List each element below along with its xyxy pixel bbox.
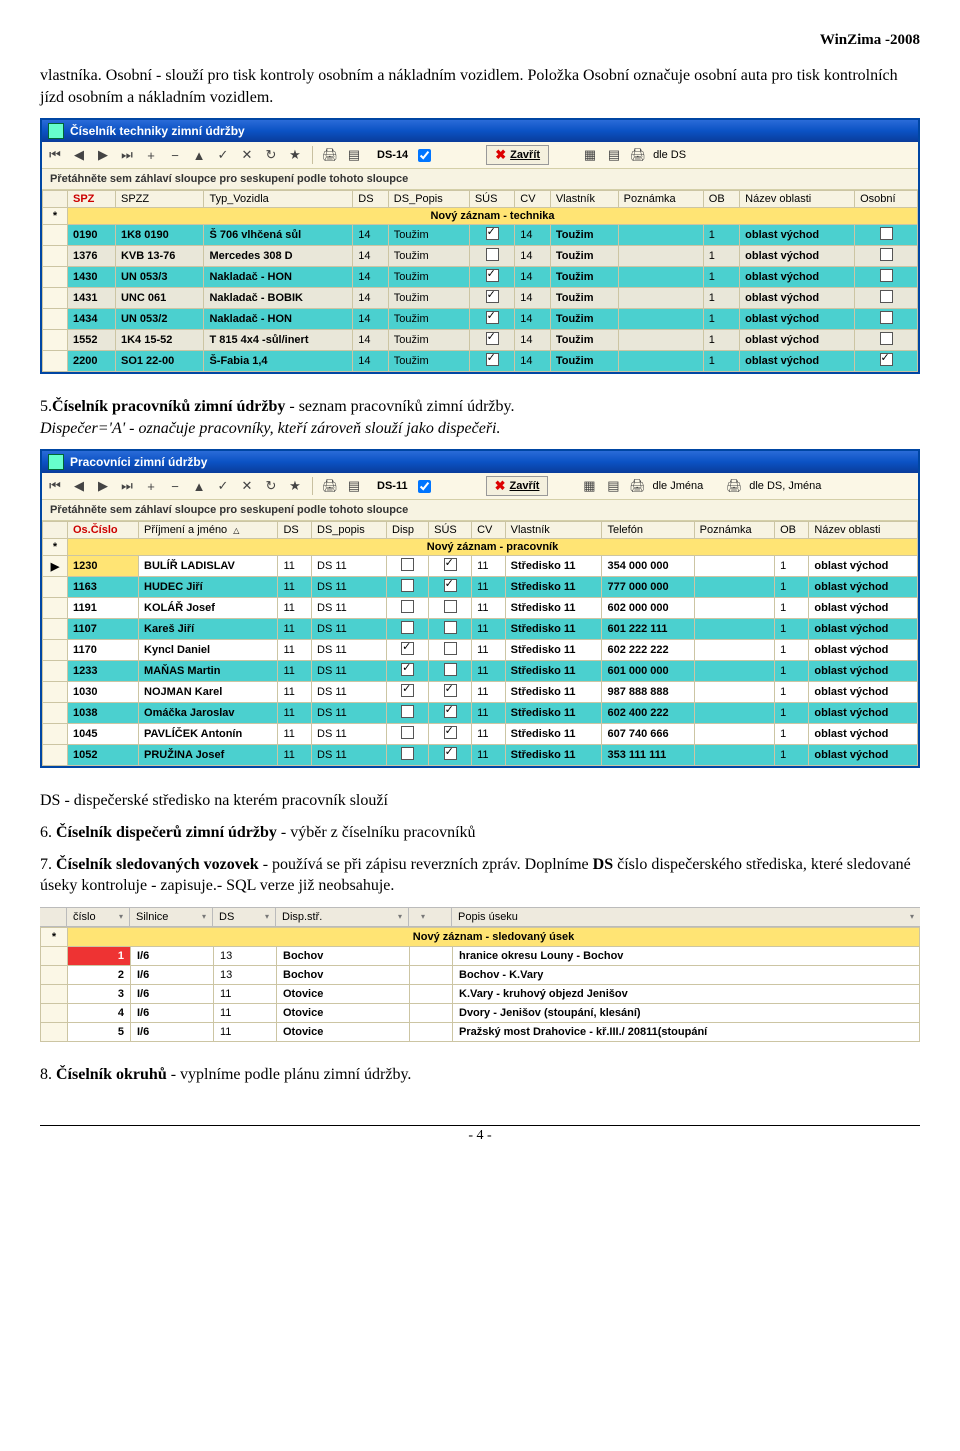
table-row[interactable]: 1434UN 053/2Nakladač - HON14Toužim14Touž… (43, 309, 918, 330)
bookmark-icon[interactable]: ★ (286, 146, 304, 164)
print-icon[interactable]: 🖨 (321, 146, 339, 164)
window-title: Pracovníci zimní údržby (70, 455, 207, 469)
window-pracovnici: Pracovníci zimní údržby ⏮ ◀ ▶ ⏭ + − ▲ ✓ … (40, 449, 920, 768)
ds-checkbox[interactable] (418, 149, 431, 162)
nav-next-icon[interactable]: ▶ (94, 477, 112, 495)
add-icon[interactable]: + (142, 146, 160, 164)
export2-icon[interactable]: ▤ (604, 477, 622, 495)
print3-icon[interactable]: 🖨 (725, 477, 743, 495)
table-row[interactable]: 1045PAVLÍČEK Antonín11DS 1111Středisko 1… (43, 724, 918, 745)
table-row[interactable]: 3I/611OtoviceK.Vary - kruhový objezd Jen… (41, 984, 920, 1003)
cancel-icon[interactable]: ✕ (238, 146, 256, 164)
grid-technika: SPZSPZZTyp_VozidlaDSDS_PopisSÚSCVVlastní… (42, 190, 918, 372)
refresh-icon[interactable]: ↻ (262, 477, 280, 495)
window-technika: Číselník techniky zimní údržby ⏮ ◀ ▶ ⏭ +… (40, 118, 920, 374)
commit-icon[interactable]: ✓ (214, 146, 232, 164)
window-title: Číselník techniky zimní údržby (70, 124, 245, 138)
doc-icon[interactable]: ▤ (345, 146, 363, 164)
table-row[interactable]: 1431UNC 061Nakladač - BOBIK14Toužim14Tou… (43, 288, 918, 309)
ds-label: DS-11 (377, 480, 408, 492)
commit-icon[interactable]: ✓ (214, 477, 232, 495)
paragraph-2: 5.Číselník pracovníků zimní údržby - sez… (40, 396, 920, 439)
doc-icon[interactable]: ▤ (345, 477, 363, 495)
dle2-label: dle DS, Jména (749, 480, 821, 492)
table-row[interactable]: 1107Kareš Jiří11DS 1111Středisko 11601 2… (43, 619, 918, 640)
paragraph-4: 6. Číselník dispečerů zimní údržby - výb… (40, 822, 920, 844)
paragraph-3: DS - dispečerské středisko na kterém pra… (40, 790, 920, 812)
doc-header: WinZima -2008 (40, 32, 920, 49)
nav-first-icon[interactable]: ⏮ (46, 477, 64, 495)
table-row[interactable]: 1I/613Bochovhranice okresu Louny - Bocho… (41, 946, 920, 965)
table-row[interactable]: 4I/611OtoviceDvory - Jenišov (stoupání, … (41, 1003, 920, 1022)
print2-icon[interactable]: 🖨 (629, 146, 647, 164)
grid-useky: *Nový záznam - sledovaný úsek1I/613Bocho… (40, 927, 920, 1042)
nav-prev-icon[interactable]: ◀ (70, 146, 88, 164)
group-bar: Přetáhněte sem záhlaví sloupce pro sesku… (42, 500, 918, 521)
group-bar: Přetáhněte sem záhlaví sloupce pro sesku… (42, 169, 918, 190)
window-icon (48, 454, 64, 470)
table-row[interactable]: 5I/611OtovicePražský most Drahovice - kř… (41, 1022, 920, 1041)
close-x-icon: ✖ (495, 478, 506, 494)
paragraph-1: vlastníka. Osobní - slouží pro tisk kont… (40, 65, 920, 108)
table-row[interactable]: 1170Kyncl Daniel11DS 1111Středisko 11602… (43, 640, 918, 661)
refresh-icon[interactable]: ↻ (262, 146, 280, 164)
table-row[interactable]: 1191KOLÁŘ Josef11DS 1111Středisko 11602 … (43, 598, 918, 619)
titlebar: Pracovníci zimní údržby (42, 451, 918, 473)
dle1-label: dle Jména (652, 480, 703, 492)
close-x-icon: ✖ (495, 147, 506, 163)
table-row[interactable]: 2200SO1 22-00Š-Fabia 1,414Toužim14Toužim… (43, 351, 918, 372)
table-row[interactable]: 1233MAŇAS Martin11DS 1111Středisko 11601… (43, 661, 918, 682)
remove-icon[interactable]: − (166, 146, 184, 164)
table-row[interactable]: 2I/613BochovBochov - K.Vary (41, 965, 920, 984)
print-icon[interactable]: 🖨 (321, 477, 339, 495)
separator (312, 146, 313, 164)
grid-header: číslo▾Silnice▾DS▾Disp.stř.▾▾Popis úseku▾ (40, 907, 920, 927)
grid-pracovnici: Os.ČísloPříjmení a jméno △DSDS_popisDisp… (42, 521, 918, 766)
paragraph-6: 8. Číselník okruhů - vyplníme podle plán… (40, 1064, 920, 1086)
nav-last-icon[interactable]: ⏭ (118, 477, 136, 495)
export-icon[interactable]: ▦ (581, 146, 599, 164)
edit-icon[interactable]: ▲ (190, 477, 208, 495)
close-button[interactable]: ✖Zavřít (486, 145, 549, 165)
table-row[interactable]: 1430UN 053/3Nakladač - HON14Toužim14Touž… (43, 267, 918, 288)
nav-prev-icon[interactable]: ◀ (70, 477, 88, 495)
print2-icon[interactable]: 🖨 (628, 477, 646, 495)
toolbar: ⏮ ◀ ▶ ⏭ + − ▲ ✓ ✕ ↻ ★ 🖨 ▤ DS-11 ✖Zavřít … (42, 473, 918, 500)
ds-checkbox[interactable] (418, 480, 431, 493)
export-icon[interactable]: ▦ (580, 477, 598, 495)
cancel-icon[interactable]: ✕ (238, 477, 256, 495)
table-row[interactable]: 1038Omáčka Jaroslav11DS 1111Středisko 11… (43, 703, 918, 724)
table-row[interactable]: ▶1230BULÍŘ LADISLAV11DS 1111Středisko 11… (43, 556, 918, 577)
separator (312, 477, 313, 495)
table-row[interactable]: 1163HUDEC Jiří11DS 1111Středisko 11777 0… (43, 577, 918, 598)
toolbar: ⏮ ◀ ▶ ⏭ + − ▲ ✓ ✕ ↻ ★ 🖨 ▤ DS-14 ✖Zavřít … (42, 142, 918, 169)
table-row[interactable]: 15521K4 15-52T 815 4x4 -sůl/inert14Touži… (43, 330, 918, 351)
export2-icon[interactable]: ▤ (605, 146, 623, 164)
ds-label: DS-14 (377, 149, 408, 161)
nav-last-icon[interactable]: ⏭ (118, 146, 136, 164)
bookmark-icon[interactable]: ★ (286, 477, 304, 495)
table-row[interactable]: 1030NOJMAN Karel11DS 1111Středisko 11987… (43, 682, 918, 703)
edit-icon[interactable]: ▲ (190, 146, 208, 164)
window-icon (48, 123, 64, 139)
table-row[interactable]: 1052PRUŽINA Josef11DS 1111Středisko 1135… (43, 745, 918, 766)
nav-first-icon[interactable]: ⏮ (46, 146, 64, 164)
nav-next-icon[interactable]: ▶ (94, 146, 112, 164)
table-row[interactable]: 1376KVB 13-76Mercedes 308 D14Toužim14Tou… (43, 246, 918, 267)
add-icon[interactable]: + (142, 477, 160, 495)
dle-label: dle DS (653, 149, 686, 161)
paragraph-5: 7. Číselník sledovaných vozovek - použív… (40, 854, 920, 897)
grid-useky-wrap: číslo▾Silnice▾DS▾Disp.stř.▾▾Popis úseku▾… (40, 907, 920, 1042)
close-button[interactable]: ✖Zavřít (486, 476, 549, 496)
remove-icon[interactable]: − (166, 477, 184, 495)
table-row[interactable]: 01901K8 0190Š 706 vlhčená sůl14Toužim14T… (43, 225, 918, 246)
titlebar: Číselník techniky zimní údržby (42, 120, 918, 142)
page-footer: - 4 - (40, 1125, 920, 1144)
